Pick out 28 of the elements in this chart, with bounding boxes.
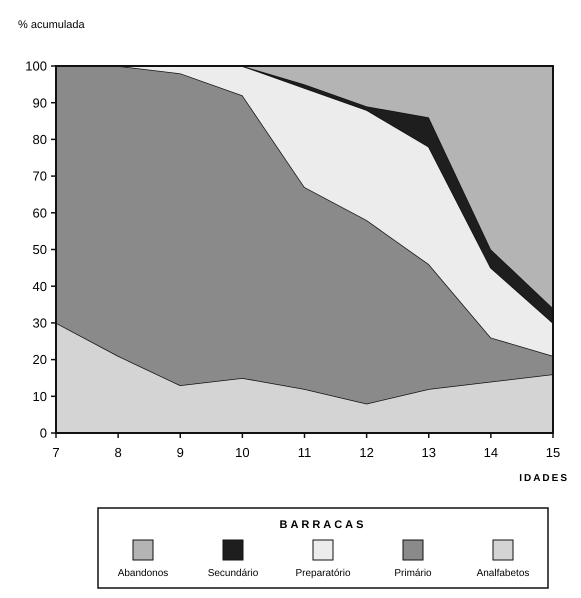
y-tick-label: 100 [25, 58, 47, 74]
y-tick-label: 20 [32, 352, 47, 368]
y-tick-label: 60 [32, 205, 47, 220]
y-tick-label: 90 [32, 95, 47, 110]
x-axis-title: IDADES [519, 473, 569, 484]
legend-label: Primário [394, 568, 432, 579]
y-axis-title: % acumulada [18, 19, 86, 31]
legend-title: BARRACAS [280, 519, 366, 531]
legend-label: Preparatório [295, 568, 351, 579]
x-tick-label: 7 [52, 445, 60, 460]
y-tick-label: 10 [32, 388, 47, 404]
y-tick-label: 70 [32, 168, 47, 184]
x-tick-label: 14 [484, 445, 498, 460]
legend-label: Abandonos [118, 568, 168, 579]
x-tick-label: 10 [235, 445, 250, 460]
legend-label: Analfabetos [476, 568, 530, 579]
y-tick-label: 30 [32, 315, 47, 330]
legend-label: Secundário [208, 568, 259, 579]
y-tick-label: 50 [32, 242, 47, 258]
x-tick-label: 9 [176, 445, 184, 460]
y-tick-label: 40 [32, 278, 47, 294]
x-tick-label: 8 [114, 445, 122, 460]
x-tick-label: 15 [546, 445, 560, 460]
x-tick-label: 11 [298, 445, 312, 460]
x-tick-label: 13 [422, 445, 436, 460]
y-tick-label: 0 [40, 426, 47, 441]
x-tick-label: 12 [359, 445, 374, 460]
y-tick-label: 80 [32, 132, 47, 147]
